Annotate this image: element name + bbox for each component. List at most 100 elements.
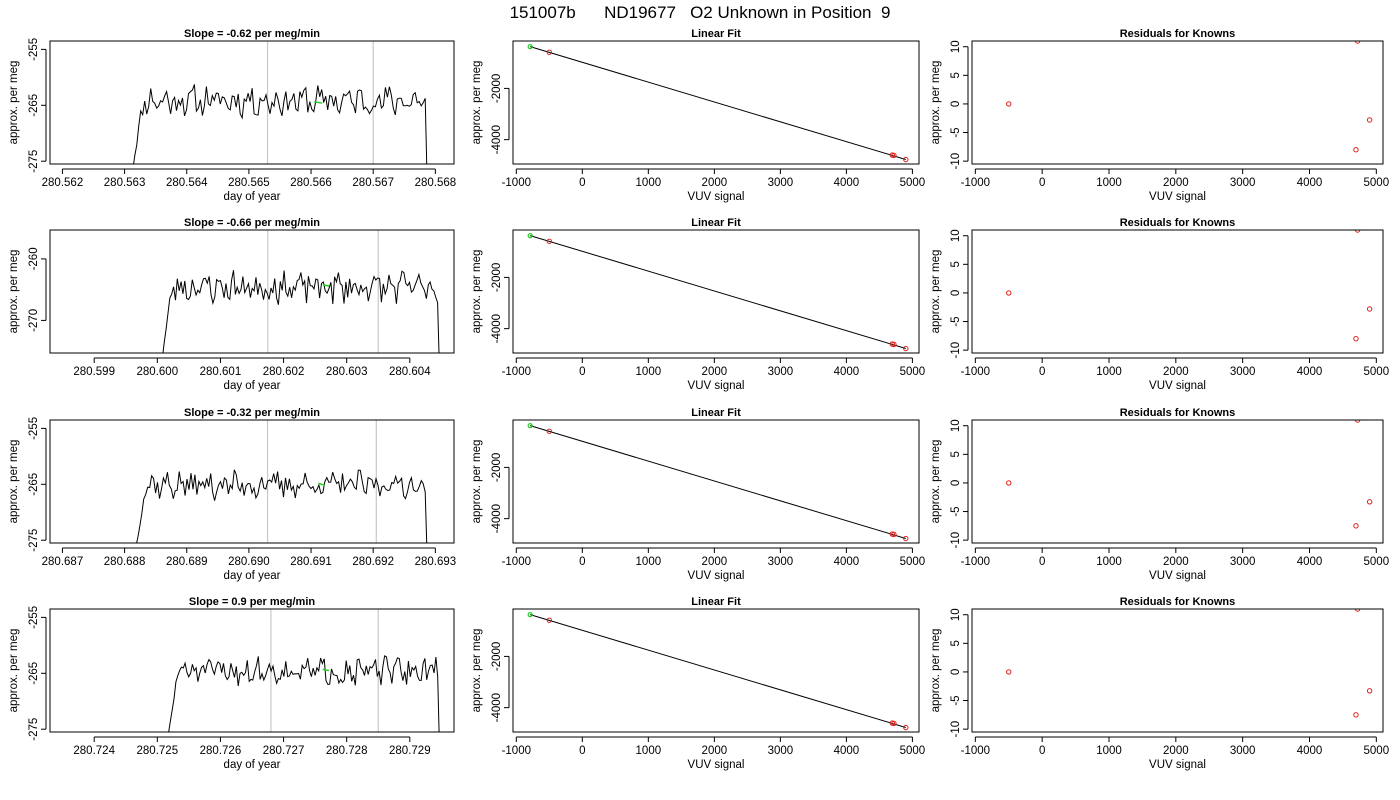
chart-panel-12: Residuals for Knowns -1000 0 1000 2000 3000 40…: [930, 596, 1389, 771]
y-tick-label: -275: [28, 150, 40, 173]
plot-area: [527, 44, 909, 163]
x-axis-label: VUV signal: [688, 570, 745, 582]
x-axis-label: day of year: [224, 191, 281, 203]
plot-area: [1006, 420, 1373, 529]
x-tick-label: 4000: [1297, 745, 1323, 757]
known-point: [1006, 480, 1012, 486]
y-tick-label: -4000: [491, 504, 503, 533]
plot-frame: [971, 40, 1384, 165]
y-axis-label: approx. per meg: [8, 250, 20, 334]
x-tick-label: 0: [579, 366, 585, 378]
x-tick-label: 4000: [1297, 177, 1323, 189]
x-tick-label: 1000: [1096, 556, 1122, 568]
plot-frame: [49, 419, 455, 544]
known-point: [1354, 609, 1361, 612]
panel-title: Slope = 0.9 per meg/min: [189, 596, 316, 608]
x-tick-label: 1000: [1096, 177, 1122, 189]
x-tick-label: 4000: [834, 177, 860, 189]
x-tick-label: 1000: [636, 745, 662, 757]
x-tick-label: 280.568: [415, 177, 457, 189]
x-tick-label: 280.725: [137, 745, 179, 757]
x-axis-label: VUV signal: [688, 380, 745, 392]
x-tick-label: 1000: [636, 556, 662, 568]
y-tick-label: -275: [28, 718, 40, 741]
x-axis-label: day of year: [224, 759, 281, 771]
x-tick-label: 280.689: [166, 556, 208, 568]
known-point: [903, 535, 909, 542]
x-tick-label: -1000: [502, 177, 531, 189]
chart-panel-11: Linear Fit -1000 0 1000 2000 3000 4000 5000 VUV …: [471, 596, 925, 771]
known-point: [891, 720, 897, 727]
y-tick-label: 5: [950, 451, 962, 457]
known-point: [903, 724, 909, 731]
x-tick-label: -1000: [502, 745, 531, 757]
x-tick-label: 280.728: [326, 745, 368, 757]
x-tick-label: 4000: [834, 745, 860, 757]
unknown-point: [527, 233, 533, 239]
y-tick-label: -275: [28, 529, 40, 552]
x-axis-label: day of year: [224, 570, 281, 582]
x-tick-label: 280.566: [290, 177, 332, 189]
panel-title: Linear Fit: [691, 596, 741, 608]
known-point: [1354, 41, 1361, 44]
x-tick-label: 0: [1039, 556, 1045, 568]
y-axis-label: approx. per meg: [8, 440, 20, 524]
y-tick-label: 10: [950, 419, 962, 432]
y-tick-label: -2000: [491, 642, 503, 671]
known-point: [1366, 499, 1373, 505]
x-tick-label: 1000: [636, 177, 662, 189]
y-tick-label: -265: [28, 94, 40, 117]
x-tick-label: 3000: [1230, 366, 1256, 378]
x-tick-label: 4000: [1297, 366, 1323, 378]
y-tick-label: -5: [950, 316, 962, 326]
fit-line: [530, 235, 906, 349]
y-tick-label: -4000: [491, 693, 503, 722]
x-tick-label: 280.690: [228, 556, 270, 568]
known-point: [891, 531, 897, 538]
x-tick-label: -1000: [961, 366, 990, 378]
y-tick-label: -4000: [491, 125, 503, 154]
unknown-sample-segment: [314, 101, 323, 104]
data-trace: [133, 84, 428, 164]
plot-frame: [49, 40, 455, 165]
plot-frame: [512, 419, 920, 544]
x-tick-label: 2000: [1163, 366, 1189, 378]
y-tick-label: -2000: [491, 263, 503, 292]
x-axis-label: VUV signal: [1149, 570, 1206, 582]
chart-panel-8: Linear Fit -1000 0 1000 2000 3000 4000 5000 VUV …: [471, 407, 925, 582]
x-tick-label: 3000: [1230, 556, 1256, 568]
x-tick-label: 3000: [1230, 177, 1256, 189]
x-tick-label: -1000: [961, 556, 990, 568]
known-point: [546, 49, 553, 55]
known-point: [1354, 420, 1361, 423]
x-tick-label: 1000: [1096, 745, 1122, 757]
y-tick-label: -265: [28, 662, 40, 685]
plot-frame: [512, 229, 920, 354]
y-tick-label: -5: [950, 506, 962, 516]
y-tick-label: -255: [28, 38, 40, 61]
y-axis-label: approx. per meg: [8, 61, 20, 145]
x-axis-label: VUV signal: [1149, 191, 1206, 203]
x-tick-label: 280.562: [42, 177, 84, 189]
unknown-point: [527, 44, 533, 50]
x-tick-label: 0: [1039, 745, 1045, 757]
x-tick-label: 5000: [1364, 366, 1390, 378]
x-tick-label: 5000: [900, 366, 926, 378]
panel-title: Linear Fit: [691, 28, 741, 40]
plot-frame: [971, 608, 1384, 733]
x-tick-label: 280.564: [166, 177, 208, 189]
chart-panel-5: Linear Fit -1000 0 1000 2000 3000 4000 5000 VUV …: [471, 217, 925, 392]
x-tick-label: 2000: [702, 556, 728, 568]
fit-line: [530, 614, 906, 728]
y-axis-label: approx. per meg: [930, 629, 942, 713]
x-axis-label: VUV signal: [1149, 380, 1206, 392]
x-tick-label: 5000: [1364, 177, 1390, 189]
plot-area: [162, 230, 440, 353]
x-tick-label: 5000: [900, 556, 926, 568]
known-point: [1353, 146, 1359, 153]
plot-area: [527, 612, 909, 731]
plot-area: [136, 420, 428, 543]
x-tick-label: 5000: [900, 177, 926, 189]
known-point: [546, 428, 553, 434]
